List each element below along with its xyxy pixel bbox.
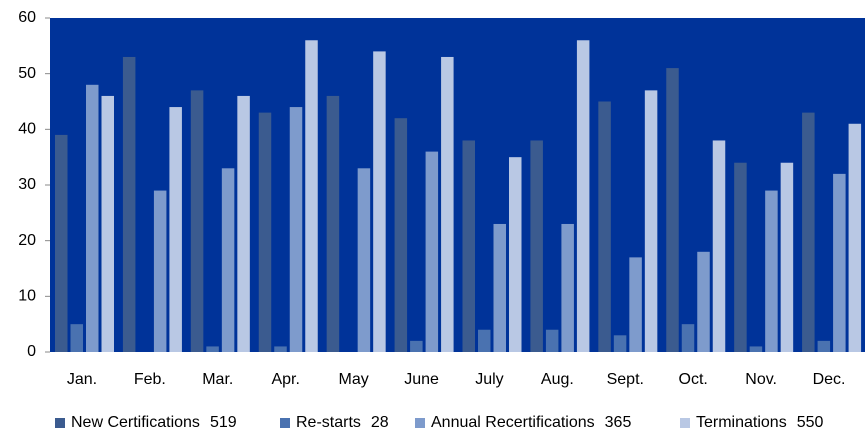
legend-swatch [680, 418, 690, 428]
x-tick-label: Dec. [813, 371, 846, 388]
bar [86, 84, 99, 353]
legend-name: Re-starts [296, 414, 361, 431]
bar [817, 340, 831, 352]
bar [237, 95, 250, 352]
legend-label: New Certifications 519 [71, 414, 237, 431]
legend-name: Annual Recertifications [431, 414, 595, 431]
bar [101, 95, 114, 352]
bar [666, 68, 679, 352]
x-tick-label: June [404, 371, 439, 388]
bar [629, 257, 642, 352]
bar [258, 112, 272, 352]
bar [478, 329, 491, 352]
bar [802, 112, 815, 352]
bar [70, 324, 83, 352]
plot-area [50, 18, 865, 352]
legend-total: 28 [371, 414, 389, 431]
bar [509, 157, 522, 352]
legend-label: Terminations 550 [696, 414, 824, 431]
y-tick-label: 60 [18, 9, 36, 26]
legend-swatch [55, 418, 65, 428]
x-tick-label: Oct. [679, 371, 708, 388]
bar [697, 251, 710, 352]
bar [712, 140, 726, 352]
bar [394, 118, 408, 352]
legend-label: Re-starts 28 [296, 414, 389, 431]
bar [274, 346, 287, 352]
bar [55, 134, 68, 352]
legend-name: Terminations [696, 414, 787, 431]
bar [644, 90, 658, 352]
bar [425, 151, 439, 352]
bar [545, 329, 559, 352]
bar [765, 190, 778, 352]
bar [441, 56, 454, 352]
y-tick-label: 50 [18, 65, 36, 82]
y-tick-label: 10 [18, 288, 36, 305]
bar [493, 223, 506, 352]
x-tick-label: Apr. [271, 371, 299, 388]
bar [598, 101, 611, 352]
bar [326, 95, 340, 352]
bar [373, 51, 386, 353]
legend-total: 550 [797, 414, 824, 431]
bar [749, 346, 763, 352]
bar [305, 40, 318, 353]
bar [169, 107, 182, 352]
bar [780, 162, 794, 352]
y-tick-label: 0 [27, 343, 36, 360]
bar [833, 173, 846, 352]
bar [289, 107, 303, 352]
bar [206, 346, 219, 352]
legend-swatch [280, 418, 290, 428]
x-tick-label: Aug. [541, 371, 574, 388]
x-tick-label: Feb. [134, 371, 166, 388]
legend-label: Annual Recertifications 365 [431, 414, 631, 431]
legend-total: 365 [605, 414, 632, 431]
bar [462, 140, 475, 352]
legend-swatch [415, 418, 425, 428]
bar [153, 190, 167, 352]
x-tick-label: July [475, 371, 503, 388]
bar [576, 40, 590, 353]
bar [848, 123, 862, 353]
y-tick-label: 30 [18, 176, 36, 193]
bar [734, 162, 747, 352]
bar [530, 140, 543, 352]
x-tick-label: Sept. [607, 371, 644, 388]
bar [561, 223, 574, 352]
x-tick-label: Jan. [67, 371, 97, 388]
legend-name: New Certifications [71, 414, 200, 431]
bar [613, 335, 627, 352]
bar [221, 168, 235, 352]
bar [122, 56, 136, 352]
x-tick-label: Nov. [745, 371, 777, 388]
legend-total: 519 [210, 414, 237, 431]
x-tick-label: Mar. [202, 371, 233, 388]
bar [357, 168, 371, 352]
bar [410, 340, 423, 352]
bar [190, 90, 204, 352]
y-tick-label: 20 [18, 232, 36, 249]
bar [681, 324, 695, 352]
y-tick-label: 40 [18, 121, 36, 138]
x-tick-label: May [339, 371, 369, 388]
